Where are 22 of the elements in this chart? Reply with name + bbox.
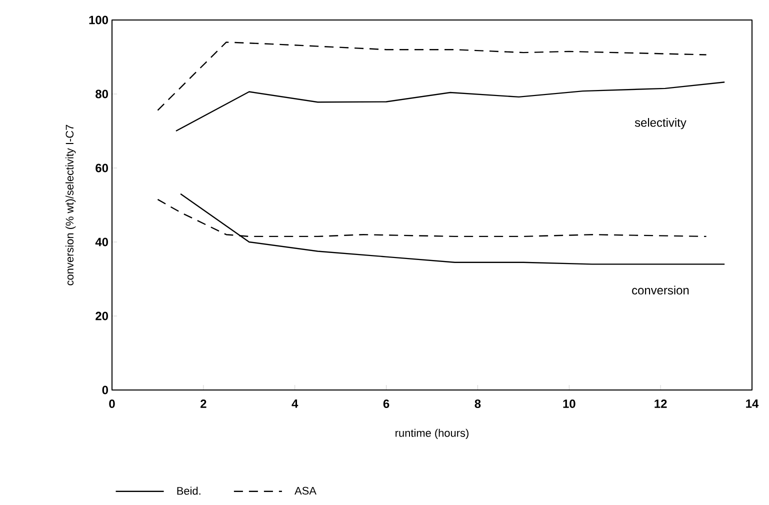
y-tick-label: 40 <box>95 238 108 246</box>
x-tick-label: 4 <box>292 400 298 408</box>
y-tick-label: 100 <box>89 16 108 24</box>
x-tick-label: 8 <box>474 400 481 408</box>
y-tick-label: 60 <box>96 164 108 172</box>
x-tick-label: 10 <box>563 400 576 408</box>
y-tick-label: 20 <box>96 312 108 320</box>
y-tick-label: 80 <box>96 90 108 98</box>
x-axis-title: runtime (hours) <box>396 428 468 440</box>
x-tick-label: 0 <box>109 400 115 408</box>
x-tick-label: 6 <box>383 400 390 408</box>
x-tick-label: 12 <box>654 400 667 408</box>
x-tick-label: 2 <box>200 400 206 408</box>
line-series <box>157 42 707 111</box>
annotation: selectivity <box>634 118 686 130</box>
annotation: conversion <box>632 286 689 294</box>
legend-label: Beid. <box>177 486 200 495</box>
x-tick-label: 14 <box>746 400 759 408</box>
legend-label: ASA <box>294 486 316 495</box>
line-series <box>175 82 726 132</box>
y-axis-title: conversion (% wt)/selectivity I-C7 <box>65 124 76 286</box>
y-tick-label: 0 <box>102 386 108 394</box>
